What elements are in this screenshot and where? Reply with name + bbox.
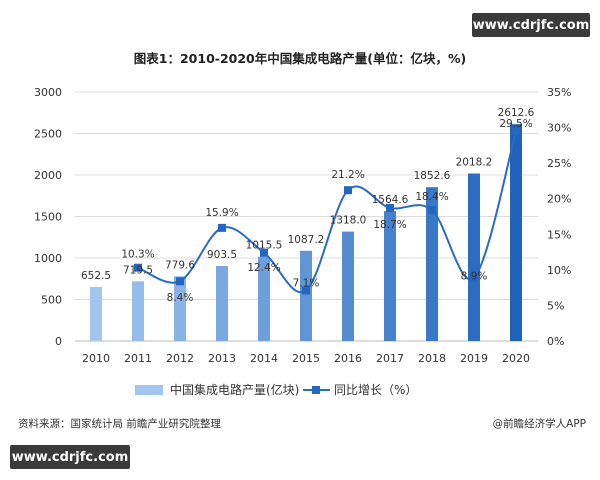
growth-value-label: 8.9%	[461, 271, 488, 283]
bar-value-label: 1015.5	[246, 240, 283, 252]
growth-marker	[344, 186, 352, 195]
growth-marker	[470, 273, 478, 282]
x-tick-label: 2016	[334, 352, 362, 365]
growth-value-label: 18.4%	[415, 191, 448, 203]
growth-value-label: 8.4%	[167, 292, 194, 304]
growth-value-label: 10.3%	[121, 249, 154, 261]
x-tick-label: 2013	[208, 352, 236, 365]
growth-value-label: 18.7%	[373, 219, 406, 231]
growth-value-label: 15.9%	[205, 207, 238, 219]
y-left-tick-label: 500	[41, 294, 62, 307]
y-left-tick-label: 1500	[34, 211, 62, 224]
growth-marker	[428, 206, 436, 215]
legend-bar-label: 中国集成电路产量(亿块)	[170, 382, 299, 397]
y-left-tick-label: 0	[55, 335, 62, 348]
x-tick-label: 2020	[502, 352, 530, 365]
bar	[258, 256, 270, 341]
bar-value-label: 652.5	[81, 270, 111, 282]
y-right-tick-label: 30%	[547, 122, 571, 135]
bar-value-label: 779.6	[165, 259, 195, 271]
y-left-tick-label: 2500	[34, 128, 62, 141]
growth-value-label: 7.1%	[293, 277, 320, 289]
bar	[90, 286, 102, 341]
growth-marker	[302, 286, 310, 295]
growth-marker	[176, 277, 184, 286]
watermark-bottom: www.cdrjfc.com	[10, 445, 130, 469]
x-tick-label: 2012	[166, 352, 194, 365]
x-tick-label: 2019	[460, 352, 488, 365]
watermark-top: www.cdrjfc.com	[472, 13, 590, 37]
growth-marker	[134, 263, 142, 272]
bar-value-label: 2612.6	[498, 107, 535, 119]
x-tick-label: 2018	[418, 352, 446, 365]
x-tick-label: 2017	[376, 352, 404, 365]
bar-value-label: 1087.2	[288, 234, 325, 246]
y-right-tick-label: 20%	[547, 193, 571, 206]
y-right-tick-label: 35%	[547, 86, 571, 99]
bar-value-label: 1318.0	[330, 215, 367, 227]
x-tick-label: 2010	[82, 352, 110, 365]
y-left-tick-label: 1000	[34, 252, 62, 265]
bar	[174, 276, 186, 341]
bar	[510, 124, 522, 341]
legend-bar-swatch	[135, 385, 163, 395]
growth-value-label: 29.5%	[499, 118, 532, 130]
growth-line	[137, 130, 517, 294]
y-left-tick-label: 3000	[34, 86, 62, 99]
y-right-tick-label: 5%	[547, 299, 564, 312]
credit-note: @前瞻经济学人APP	[492, 418, 586, 430]
bar-value-label: 903.5	[207, 249, 237, 261]
bar-value-label: 2018.2	[456, 156, 493, 168]
growth-marker	[218, 223, 226, 232]
bar	[132, 281, 144, 341]
growth-marker	[260, 248, 268, 257]
bar-value-label: 1564.6	[372, 194, 409, 206]
legend-line-marker	[312, 386, 320, 394]
bar	[300, 250, 312, 341]
bar-value-label: 719.5	[123, 264, 153, 276]
legend-line-label: 同比增长（%）	[334, 383, 417, 397]
growth-value-label: 21.2%	[331, 169, 364, 181]
bar	[384, 211, 396, 341]
bar	[216, 266, 228, 341]
bar-value-label: 1852.6	[414, 170, 451, 182]
chart-title: 图表1：2010-2020年中国集成电路产量(单位：亿块，%)	[133, 51, 467, 66]
y-right-tick-label: 25%	[547, 157, 571, 170]
source-note: 资料来源：国家统计局 前瞻产业研究院整理	[18, 418, 221, 430]
y-left-tick-label: 2000	[34, 169, 62, 182]
x-tick-label: 2014	[250, 352, 278, 365]
y-right-tick-label: 15%	[547, 228, 571, 241]
y-right-tick-label: 0%	[547, 335, 564, 348]
y-right-tick-label: 10%	[547, 264, 571, 277]
x-tick-label: 2011	[124, 352, 152, 365]
bar	[468, 173, 480, 341]
growth-marker	[386, 203, 394, 212]
growth-marker	[512, 127, 520, 136]
bar	[426, 187, 438, 341]
x-tick-label: 2015	[292, 352, 320, 365]
growth-value-label: 12.4%	[247, 262, 280, 274]
bar	[342, 231, 354, 341]
